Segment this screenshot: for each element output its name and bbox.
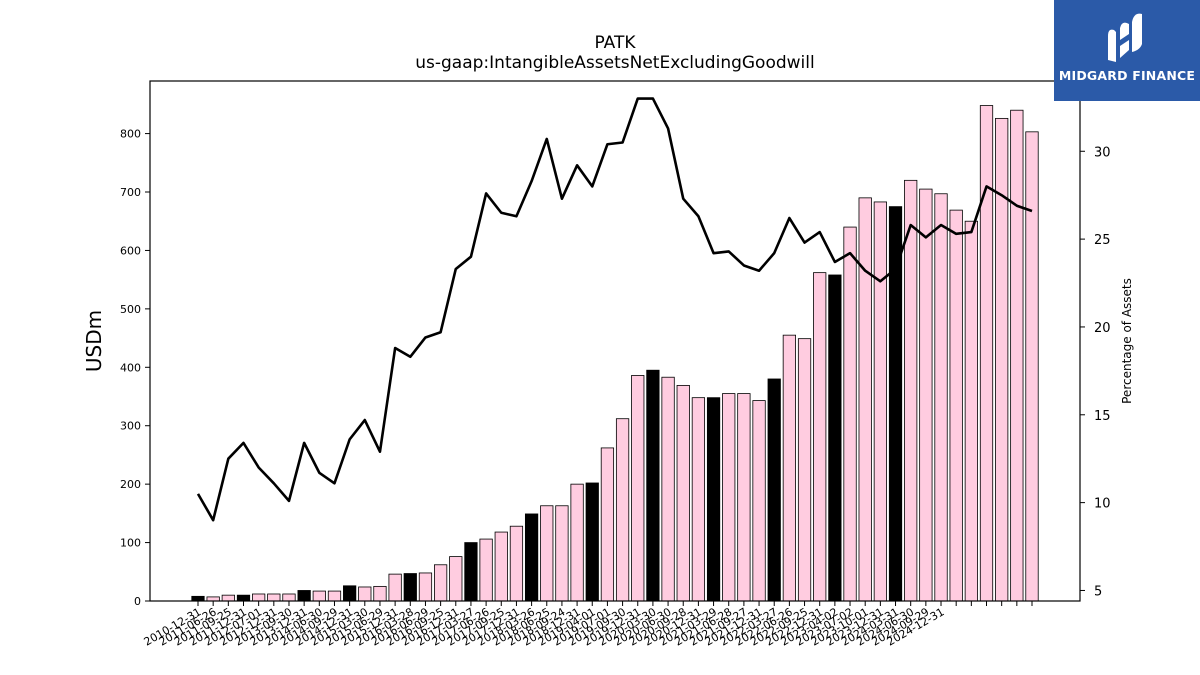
- bar: [691, 397, 706, 602]
- bar: [631, 375, 645, 602]
- bar: [722, 393, 736, 602]
- series-line: [196, 97, 1033, 522]
- bar: [418, 572, 433, 602]
- bar: [919, 188, 933, 602]
- chart-subtitle: us-gaap:IntangibleAssetsNetExcludingGood…: [415, 53, 814, 73]
- plot-frame: [149, 80, 1081, 602]
- y-right-tick-label: 30: [1094, 145, 1111, 160]
- bar: [388, 573, 402, 602]
- bar: [297, 590, 311, 602]
- bar: [858, 197, 872, 602]
- bar: [282, 593, 296, 602]
- bar: [873, 201, 887, 602]
- bar: [449, 556, 463, 602]
- bar: [797, 338, 812, 602]
- bar: [737, 393, 751, 602]
- logo-text: MIDGARD FINANCE: [1058, 68, 1196, 83]
- bar: [949, 209, 963, 602]
- y-tick-label: 500: [120, 303, 141, 316]
- y-tick-label: 100: [120, 537, 141, 550]
- bar: [600, 447, 615, 602]
- bar: [343, 585, 357, 602]
- bar: [782, 334, 796, 602]
- bar: [252, 593, 266, 602]
- bar: [767, 378, 781, 602]
- bar: [676, 384, 690, 602]
- bar: [706, 397, 721, 602]
- y-tick-label: 800: [120, 128, 141, 141]
- bar: [843, 226, 857, 602]
- y-tick-label: 700: [120, 186, 141, 199]
- bar: [813, 272, 827, 602]
- bar: [221, 594, 235, 602]
- y-tick-label: 300: [120, 420, 141, 433]
- brand-logo: MIDGARD FINANCE: [1054, 0, 1200, 101]
- bar: [206, 596, 220, 602]
- bar: [585, 482, 599, 602]
- bar: [464, 542, 478, 602]
- y-tick-label: 600: [120, 244, 141, 257]
- bar: [828, 274, 842, 602]
- y-right-tick-label: 5: [1094, 584, 1102, 599]
- bar: [646, 369, 660, 602]
- bar: [964, 220, 978, 602]
- bar: [540, 505, 554, 602]
- bar: [555, 505, 569, 602]
- bar: [524, 513, 539, 602]
- y-right-tick-label: 15: [1094, 409, 1111, 424]
- y-right-tick-label: 10: [1094, 497, 1111, 512]
- bar: [661, 376, 675, 602]
- y-right-tick-label: 25: [1094, 233, 1111, 248]
- bar: [904, 179, 918, 602]
- bar: [570, 483, 584, 602]
- bar: [191, 595, 205, 602]
- y-tick-label: 0: [134, 595, 141, 608]
- bar: [494, 531, 508, 602]
- y-tick-label: 200: [120, 478, 141, 491]
- bar: [327, 590, 342, 602]
- y-axis-label: USDm: [82, 310, 106, 372]
- bar: [312, 590, 326, 602]
- bar: [934, 193, 948, 602]
- bar: [615, 418, 630, 602]
- y-right-tick-label: 20: [1094, 321, 1111, 336]
- plot-area: 0100200300400500600700800510152025302010…: [120, 80, 1111, 649]
- bar: [1010, 109, 1024, 602]
- bar: [358, 586, 372, 602]
- bar: [752, 400, 766, 602]
- bar: [403, 573, 417, 602]
- logo-mark-icon: [1108, 13, 1142, 63]
- bar: [995, 117, 1009, 602]
- bar: [1025, 131, 1039, 602]
- chart-title: PATK: [594, 33, 636, 53]
- bar: [236, 594, 251, 602]
- bar: [979, 105, 994, 602]
- bar: [433, 564, 448, 602]
- bar: [267, 593, 281, 602]
- bar: [373, 585, 387, 602]
- y-axis-right-label: Percentage of Assets: [1120, 278, 1134, 404]
- y-tick-label: 400: [120, 361, 141, 374]
- bar: [509, 525, 524, 602]
- bar: [479, 538, 493, 602]
